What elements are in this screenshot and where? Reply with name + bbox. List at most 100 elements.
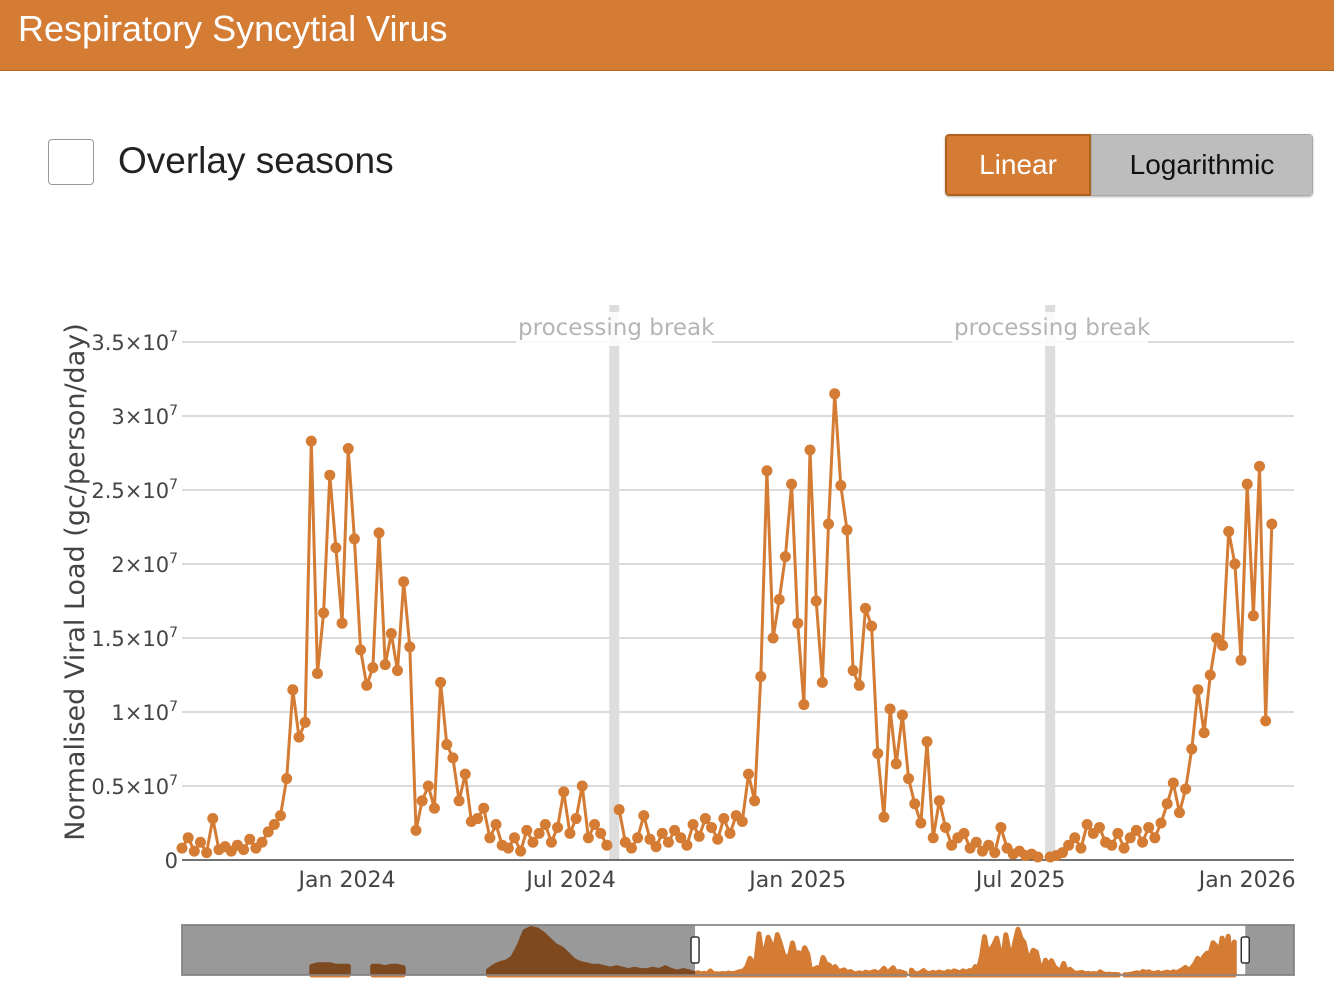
data-point[interactable] bbox=[1032, 851, 1044, 863]
data-point[interactable] bbox=[1124, 832, 1136, 844]
overlay-seasons-checkbox[interactable] bbox=[48, 139, 94, 185]
data-point[interactable] bbox=[693, 830, 705, 842]
data-point[interactable] bbox=[373, 527, 385, 539]
data-point[interactable] bbox=[1198, 727, 1210, 739]
data-point[interactable] bbox=[1118, 842, 1130, 854]
data-point[interactable] bbox=[779, 551, 791, 563]
data-point[interactable] bbox=[749, 795, 761, 807]
data-point[interactable] bbox=[859, 602, 871, 614]
data-point[interactable] bbox=[1112, 827, 1124, 839]
range-slider-handle-left[interactable] bbox=[690, 936, 700, 964]
data-point[interactable] bbox=[1247, 610, 1259, 622]
data-point[interactable] bbox=[810, 595, 822, 607]
data-point[interactable] bbox=[1186, 743, 1198, 755]
data-point[interactable] bbox=[318, 607, 330, 619]
data-point[interactable] bbox=[490, 818, 502, 830]
data-point[interactable] bbox=[915, 817, 927, 829]
data-point[interactable] bbox=[576, 780, 588, 792]
data-point[interactable] bbox=[589, 818, 601, 830]
linear-scale-button[interactable]: Linear bbox=[945, 134, 1091, 196]
data-point[interactable] bbox=[896, 709, 908, 721]
data-point[interactable] bbox=[244, 833, 256, 845]
data-point[interactable] bbox=[742, 768, 754, 780]
data-point[interactable] bbox=[453, 795, 465, 807]
data-point[interactable] bbox=[638, 810, 650, 822]
data-point[interactable] bbox=[761, 465, 773, 477]
data-point[interactable] bbox=[293, 731, 305, 743]
data-point[interactable] bbox=[398, 576, 410, 588]
data-point[interactable] bbox=[422, 780, 434, 792]
data-point[interactable] bbox=[1130, 824, 1142, 836]
data-point[interactable] bbox=[1204, 669, 1216, 681]
data-point[interactable] bbox=[706, 821, 718, 833]
data-point[interactable] bbox=[194, 836, 206, 848]
data-point[interactable] bbox=[385, 628, 397, 640]
data-point[interactable] bbox=[946, 839, 958, 851]
data-point[interactable] bbox=[515, 845, 527, 857]
data-point[interactable] bbox=[1223, 525, 1235, 537]
data-point[interactable] bbox=[410, 824, 422, 836]
data-point[interactable] bbox=[582, 832, 594, 844]
data-point[interactable] bbox=[1217, 639, 1229, 651]
data-point[interactable] bbox=[521, 824, 533, 836]
data-point[interactable] bbox=[305, 435, 317, 447]
data-point[interactable] bbox=[866, 620, 878, 632]
data-point[interactable] bbox=[1235, 654, 1247, 666]
data-point[interactable] bbox=[1173, 807, 1185, 819]
data-point[interactable] bbox=[662, 836, 674, 848]
data-point[interactable] bbox=[447, 752, 459, 764]
data-point[interactable] bbox=[699, 813, 711, 825]
data-point[interactable] bbox=[545, 836, 557, 848]
data-point[interactable] bbox=[718, 813, 730, 825]
data-point[interactable] bbox=[1241, 478, 1253, 490]
data-point[interactable] bbox=[773, 594, 785, 606]
data-point[interactable] bbox=[416, 795, 428, 807]
data-point[interactable] bbox=[644, 833, 656, 845]
data-point[interactable] bbox=[890, 758, 902, 770]
data-point[interactable] bbox=[909, 798, 921, 810]
data-point[interactable] bbox=[835, 480, 847, 492]
data-point[interactable] bbox=[1266, 518, 1278, 530]
data-point[interactable] bbox=[601, 839, 613, 851]
data-point[interactable] bbox=[188, 845, 200, 857]
data-point[interactable] bbox=[256, 836, 268, 848]
data-point[interactable] bbox=[1106, 839, 1118, 851]
data-point[interactable] bbox=[435, 676, 447, 688]
data-point[interactable] bbox=[786, 478, 798, 490]
data-point[interactable] bbox=[182, 832, 194, 844]
data-point[interactable] bbox=[564, 827, 576, 839]
logarithmic-scale-button[interactable]: Logarithmic bbox=[1091, 134, 1313, 196]
data-point[interactable] bbox=[1180, 783, 1192, 795]
data-point[interactable] bbox=[502, 842, 514, 854]
data-point[interactable] bbox=[342, 443, 354, 455]
data-point[interactable] bbox=[472, 813, 484, 825]
data-point[interactable] bbox=[767, 632, 779, 644]
data-point[interactable] bbox=[404, 641, 416, 653]
data-point[interactable] bbox=[650, 841, 662, 853]
data-point[interactable] bbox=[379, 659, 391, 671]
data-point[interactable] bbox=[508, 832, 520, 844]
data-point[interactable] bbox=[558, 786, 570, 798]
data-point[interactable] bbox=[1143, 821, 1155, 833]
data-point[interactable] bbox=[632, 832, 644, 844]
data-point[interactable] bbox=[841, 524, 853, 536]
data-point[interactable] bbox=[927, 832, 939, 844]
data-point[interactable] bbox=[330, 542, 342, 554]
data-point[interactable] bbox=[441, 739, 453, 751]
data-point[interactable] bbox=[533, 827, 545, 839]
data-point[interactable] bbox=[853, 679, 865, 691]
data-point[interactable] bbox=[428, 802, 440, 814]
data-point[interactable] bbox=[1192, 684, 1204, 696]
data-point[interactable] bbox=[712, 833, 724, 845]
overlay-seasons-label[interactable]: Overlay seasons bbox=[118, 140, 394, 181]
data-point[interactable] bbox=[1210, 632, 1222, 644]
data-point[interactable] bbox=[527, 836, 539, 848]
data-point[interactable] bbox=[275, 810, 287, 822]
data-point[interactable] bbox=[687, 818, 699, 830]
data-point[interactable] bbox=[459, 768, 471, 780]
data-point[interactable] bbox=[539, 818, 551, 830]
data-point[interactable] bbox=[1081, 818, 1093, 830]
data-point[interactable] bbox=[262, 826, 274, 838]
data-point[interactable] bbox=[1149, 832, 1161, 844]
